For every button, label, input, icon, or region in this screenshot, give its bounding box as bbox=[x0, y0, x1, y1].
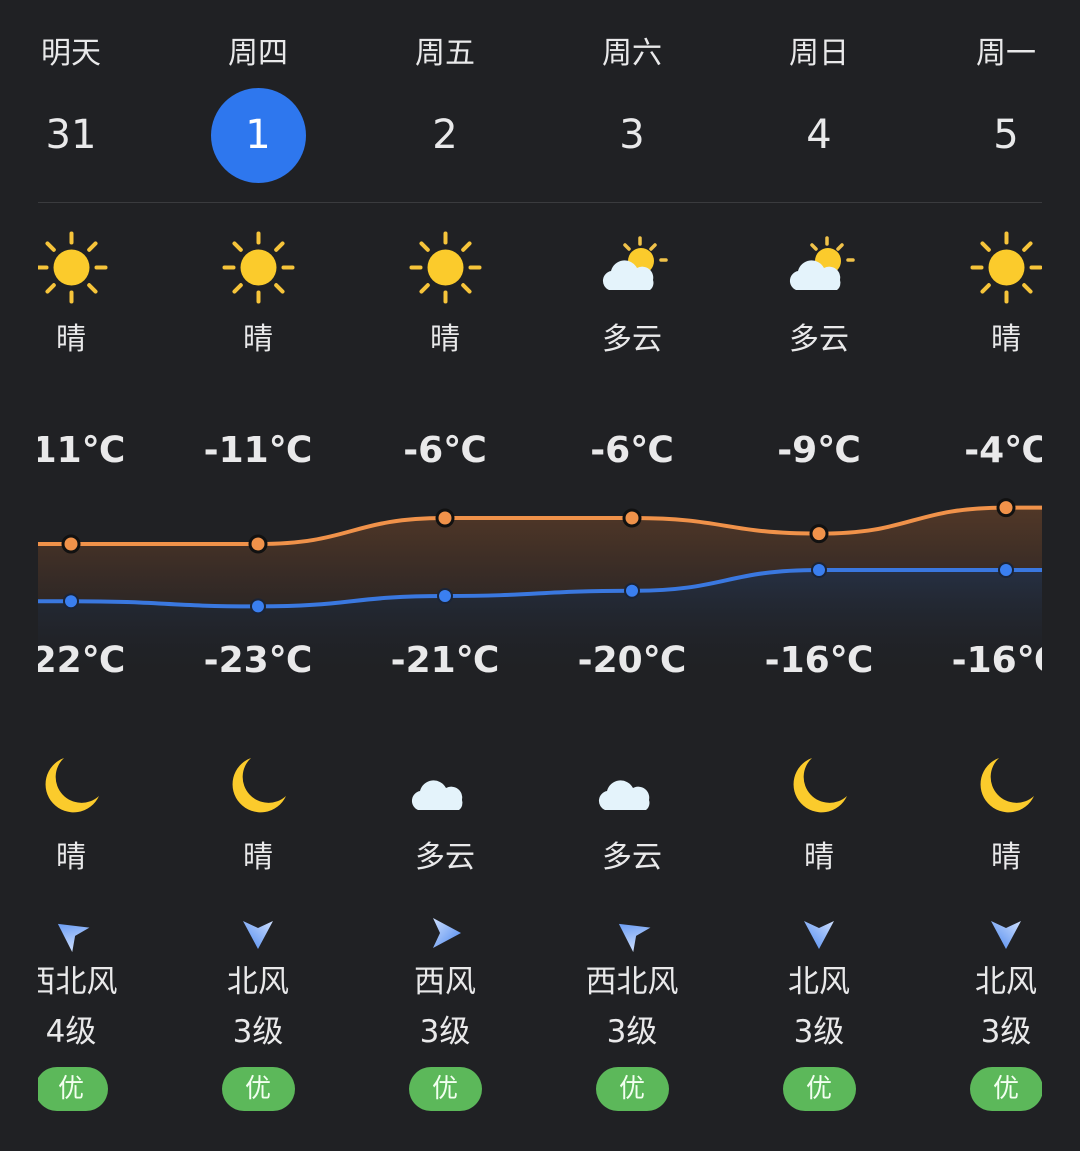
high-temp-point bbox=[809, 524, 829, 544]
wind-level: 3级 bbox=[980, 1014, 1032, 1050]
day-weather: 晴 bbox=[243, 322, 273, 357]
low-temp-point bbox=[998, 562, 1014, 578]
wind-direction: 北风 bbox=[975, 964, 1037, 1000]
low-temp-point bbox=[250, 598, 266, 615]
low-temp-point bbox=[624, 582, 640, 599]
high-temp-label: -9℃ bbox=[777, 430, 861, 471]
low-temp-label: -16℃ bbox=[764, 640, 874, 681]
sun-icon bbox=[969, 230, 1042, 305]
forecast-panel: 明天 31 晴 -11℃ -22℃ 晴 西北风 4级 优 周四 1 晴 -11℃… bbox=[38, 0, 1042, 1151]
wind-arrow-northwest-icon bbox=[612, 913, 652, 953]
sun-icon bbox=[408, 230, 483, 305]
day-column[interactable]: 周五 2 晴 -6℃ -21℃ 多云 西风 3级 优 bbox=[352, 0, 539, 1151]
moon-icon bbox=[38, 748, 109, 823]
day-column[interactable]: 周日 4 多云 -9℃ -16℃ 晴 北风 3级 优 bbox=[726, 0, 913, 1151]
date[interactable]: 31 bbox=[45, 112, 97, 158]
moon-icon bbox=[221, 748, 296, 823]
wind-direction: 西北风 bbox=[38, 964, 118, 1000]
day-name: 周日 bbox=[789, 36, 849, 71]
low-temp-line bbox=[38, 567, 1042, 609]
wind-arrow-north-icon bbox=[986, 913, 1026, 953]
wind-direction: 西风 bbox=[414, 964, 476, 1000]
date[interactable]: 2 bbox=[432, 112, 458, 158]
aqi-badge[interactable]: 优 bbox=[38, 1067, 108, 1111]
low-temp-point bbox=[63, 593, 79, 610]
aqi-badge[interactable]: 优 bbox=[969, 1067, 1042, 1111]
day-name: 周五 bbox=[415, 36, 475, 71]
high-temp-point bbox=[996, 498, 1016, 518]
high-temp-label: -4℃ bbox=[964, 430, 1042, 471]
low-temp-label: -20℃ bbox=[577, 640, 687, 681]
sun-icon bbox=[221, 230, 296, 305]
wind-direction: 北风 bbox=[227, 964, 289, 1000]
day-column[interactable]: 周一 5 晴 -4℃ -16℃ 晴 北风 3级 优 bbox=[913, 0, 1043, 1151]
selected-date[interactable]: 1 bbox=[210, 88, 306, 183]
aqi-badge[interactable]: 优 bbox=[595, 1067, 669, 1111]
cloudy-night-icon bbox=[408, 748, 483, 823]
moon-icon bbox=[782, 748, 857, 823]
day-weather: 晴 bbox=[56, 322, 86, 357]
wind-level: 3级 bbox=[232, 1014, 284, 1050]
day-column[interactable]: 周六 3 多云 -6℃ -20℃ 多云 西北风 3级 优 bbox=[539, 0, 726, 1151]
day-weather: 多云 bbox=[789, 322, 849, 357]
temp-range-area bbox=[38, 507, 1042, 607]
day-weather: 晴 bbox=[991, 322, 1021, 357]
day-name: 明天 bbox=[41, 36, 101, 71]
aqi-badge[interactable]: 优 bbox=[221, 1067, 295, 1111]
moon-icon bbox=[969, 748, 1043, 823]
night-weather: 多云 bbox=[415, 840, 475, 875]
night-weather: 晴 bbox=[243, 840, 273, 875]
high-temp-point bbox=[435, 508, 455, 528]
partly-cloudy-icon bbox=[595, 230, 670, 305]
night-weather: 晴 bbox=[804, 840, 834, 875]
wind-direction: 北风 bbox=[788, 964, 850, 1000]
high-temp-point bbox=[622, 508, 642, 528]
day-column[interactable]: 明天 31 晴 -11℃ -22℃ 晴 西北风 4级 优 bbox=[38, 0, 165, 1151]
date[interactable]: 5 bbox=[993, 112, 1019, 158]
wind-arrow-north-icon bbox=[799, 913, 839, 953]
high-temp-line bbox=[38, 505, 1042, 547]
low-temp-label: -21℃ bbox=[390, 640, 500, 681]
day-weather: 多云 bbox=[602, 322, 662, 357]
sun-icon bbox=[38, 230, 109, 305]
wind-direction: 西北风 bbox=[585, 964, 679, 1000]
aqi-badge[interactable]: 优 bbox=[782, 1067, 856, 1111]
night-weather: 晴 bbox=[991, 840, 1021, 875]
wind-level: 3级 bbox=[606, 1014, 658, 1050]
high-temp-label: -6℃ bbox=[403, 430, 487, 471]
low-temp-label: -22℃ bbox=[38, 640, 126, 681]
high-temp-label: -11℃ bbox=[38, 430, 126, 471]
day-name: 周六 bbox=[602, 36, 662, 71]
wind-arrow-north-icon bbox=[238, 913, 278, 953]
low-temp-area bbox=[38, 569, 1042, 680]
wind-level: 3级 bbox=[793, 1014, 845, 1050]
cloudy-night-icon bbox=[595, 748, 670, 823]
day-weather: 晴 bbox=[430, 322, 460, 357]
day-name: 周一 bbox=[976, 36, 1036, 71]
date[interactable]: 3 bbox=[619, 112, 645, 158]
wind-arrow-northwest-icon bbox=[51, 913, 91, 953]
wind-level: 4级 bbox=[45, 1014, 97, 1050]
high-temp-point bbox=[61, 534, 81, 554]
high-temp-point bbox=[248, 534, 268, 554]
high-temp-label: -6℃ bbox=[590, 430, 674, 471]
aqi-badge[interactable]: 优 bbox=[408, 1067, 482, 1111]
day-name: 周四 bbox=[228, 36, 288, 71]
low-temp-point bbox=[437, 588, 453, 604]
divider bbox=[38, 202, 1042, 203]
low-temp-label: -23℃ bbox=[203, 640, 313, 681]
date[interactable]: 4 bbox=[806, 112, 832, 158]
wind-arrow-west-icon bbox=[425, 913, 465, 953]
day-column[interactable]: 周四 1 晴 -11℃ -23℃ 晴 北风 3级 优 bbox=[165, 0, 352, 1151]
low-temp-label: -16℃ bbox=[951, 640, 1042, 681]
night-weather: 晴 bbox=[56, 840, 86, 875]
partly-cloudy-icon bbox=[782, 230, 857, 305]
wind-level: 3级 bbox=[419, 1014, 471, 1050]
low-temp-point bbox=[811, 562, 827, 578]
high-temp-label: -11℃ bbox=[203, 430, 313, 471]
night-weather: 多云 bbox=[602, 840, 662, 875]
temperature-chart bbox=[38, 498, 1042, 680]
